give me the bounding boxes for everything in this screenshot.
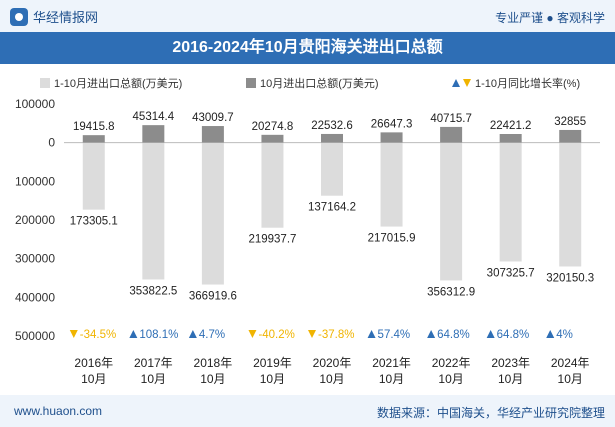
growth-rate-label: 4.7% <box>199 329 225 341</box>
legend-label-cumulative: 1-10月进出口总额(万美元) <box>54 76 182 90</box>
cumulative-bar <box>142 142 165 280</box>
footer-bar: www.huaon.com 数据来源：中国海关，华经产业研究院整理 <box>0 395 615 427</box>
chart-title: 2016-2024年10月贵阳海关进出口总额 <box>0 32 615 64</box>
x-tick-label-month: 10月 <box>498 372 523 386</box>
growth-rate-label: -34.5% <box>80 329 116 341</box>
cumulative-value-label: 356312.9 <box>427 286 475 298</box>
growth-up-icon <box>546 330 555 338</box>
cumulative-bar <box>440 142 463 281</box>
data-source: 数据来源：中国海关，华经产业研究院整理 <box>376 406 605 420</box>
growth-up-icon <box>367 330 376 338</box>
month-bar <box>440 126 463 143</box>
growth-rate-label: 108.1% <box>139 329 178 341</box>
cumulative-value-label: 320150.3 <box>546 272 594 284</box>
x-tick-label-year: 2021年 <box>372 356 411 370</box>
growth-rate-label: 64.8% <box>437 329 470 341</box>
cumulative-value-label: 366919.6 <box>189 291 237 303</box>
growth-up-icon <box>486 330 495 338</box>
cumulative-value-label: 219937.7 <box>248 234 296 246</box>
x-tick-label-year: 2020年 <box>313 356 352 370</box>
x-tick-label-month: 10月 <box>319 372 344 386</box>
cumulative-bar <box>499 142 522 262</box>
month-bar <box>201 126 224 143</box>
x-tick-label-month: 10月 <box>558 372 583 386</box>
logo-text: 华经情报网 <box>33 10 99 25</box>
legend-swatch-cumulative <box>40 78 50 88</box>
cumulative-bar <box>380 142 403 227</box>
huajing-logo-icon <box>10 7 28 26</box>
month-bar <box>261 134 284 143</box>
growth-up-icon <box>129 330 138 338</box>
growth-up-icon <box>427 330 436 338</box>
month-value-label: 26647.3 <box>371 118 413 130</box>
cumulative-value-label: 137164.2 <box>308 202 356 214</box>
growth-down-icon <box>308 330 316 338</box>
growth-rate-label: 57.4% <box>378 329 411 341</box>
y-tick-label: 100000 <box>15 174 55 188</box>
month-value-label: 45314.4 <box>133 111 175 123</box>
legend-swatch-month <box>246 78 256 88</box>
growth-rate-label: 64.8% <box>497 329 530 341</box>
legend-up-icon <box>452 79 460 87</box>
cumulative-bar <box>261 142 284 228</box>
y-tick-label: 0 <box>48 136 55 150</box>
x-tick-label-year: 2017年 <box>134 356 173 370</box>
cumulative-bar <box>201 142 224 285</box>
chart: 1-10月进出口总额(万美元) 10月进出口总额(万美元) 1-10月同比增长率(%… <box>15 76 600 386</box>
y-tick-label: 200000 <box>15 213 55 227</box>
cumulative-bar <box>82 142 105 210</box>
y-tick-label: 100000 <box>15 97 55 111</box>
month-bar <box>321 133 343 143</box>
growth-down-icon <box>248 330 257 338</box>
x-tick-label-month: 10月 <box>81 372 106 386</box>
month-bar <box>142 125 165 143</box>
month-value-label: 43009.7 <box>192 112 234 124</box>
month-bar <box>499 133 522 143</box>
month-value-label: 20274.8 <box>252 121 294 133</box>
month-value-label: 19415.8 <box>73 121 115 133</box>
x-tick-label-year: 2016年 <box>74 356 113 370</box>
x-tick-label-month: 10月 <box>200 372 225 386</box>
month-bar <box>559 129 582 143</box>
month-bar <box>380 132 403 143</box>
logo: 华经情报网 <box>10 7 98 26</box>
top-bar: 华经情报网 专业严谨 ● 客观科学 <box>0 0 615 32</box>
growth-up-icon <box>188 330 197 338</box>
cumulative-bar <box>321 142 343 196</box>
month-value-label: 22532.6 <box>311 120 353 132</box>
legend-down-icon <box>463 79 471 87</box>
x-tick-label-year: 2023年 <box>491 356 530 370</box>
x-tick-label-year: 2022年 <box>432 356 471 370</box>
x-tick-label-year: 2024年 <box>551 356 590 370</box>
tagline: 专业严谨 ● 客观科学 <box>495 11 605 25</box>
cumulative-bar <box>559 142 582 267</box>
cumulative-value-label: 353822.5 <box>129 285 177 297</box>
y-tick-label: 500000 <box>15 329 55 343</box>
growth-rate-label: -37.8% <box>318 329 354 341</box>
month-bar <box>82 135 105 143</box>
month-value-label: 40715.7 <box>430 113 472 125</box>
y-tick-label: 300000 <box>15 252 55 266</box>
x-tick-label-month: 10月 <box>260 372 285 386</box>
legend-label-growth: 1-10月同比增长率(%) <box>475 76 580 90</box>
x-tick-label-year: 2019年 <box>253 356 292 370</box>
y-tick-label: 400000 <box>15 290 55 304</box>
month-value-label: 32855 <box>554 116 586 128</box>
growth-rate-label: 4% <box>556 329 573 341</box>
footer-url: www.huaon.com <box>14 404 103 418</box>
cumulative-value-label: 217015.9 <box>368 233 416 245</box>
x-tick-label-year: 2018年 <box>194 356 233 370</box>
x-tick-label-month: 10月 <box>141 372 166 386</box>
cumulative-value-label: 173305.1 <box>70 216 118 228</box>
month-value-label: 22421.2 <box>490 120 532 132</box>
cumulative-value-label: 307325.7 <box>487 267 535 279</box>
x-tick-label-month: 10月 <box>438 372 463 386</box>
growth-down-icon <box>69 330 78 338</box>
legend-label-month: 10月进出口总额(万美元) <box>260 76 379 90</box>
x-tick-label-month: 10月 <box>379 372 404 386</box>
growth-rate-label: -40.2% <box>258 329 294 341</box>
